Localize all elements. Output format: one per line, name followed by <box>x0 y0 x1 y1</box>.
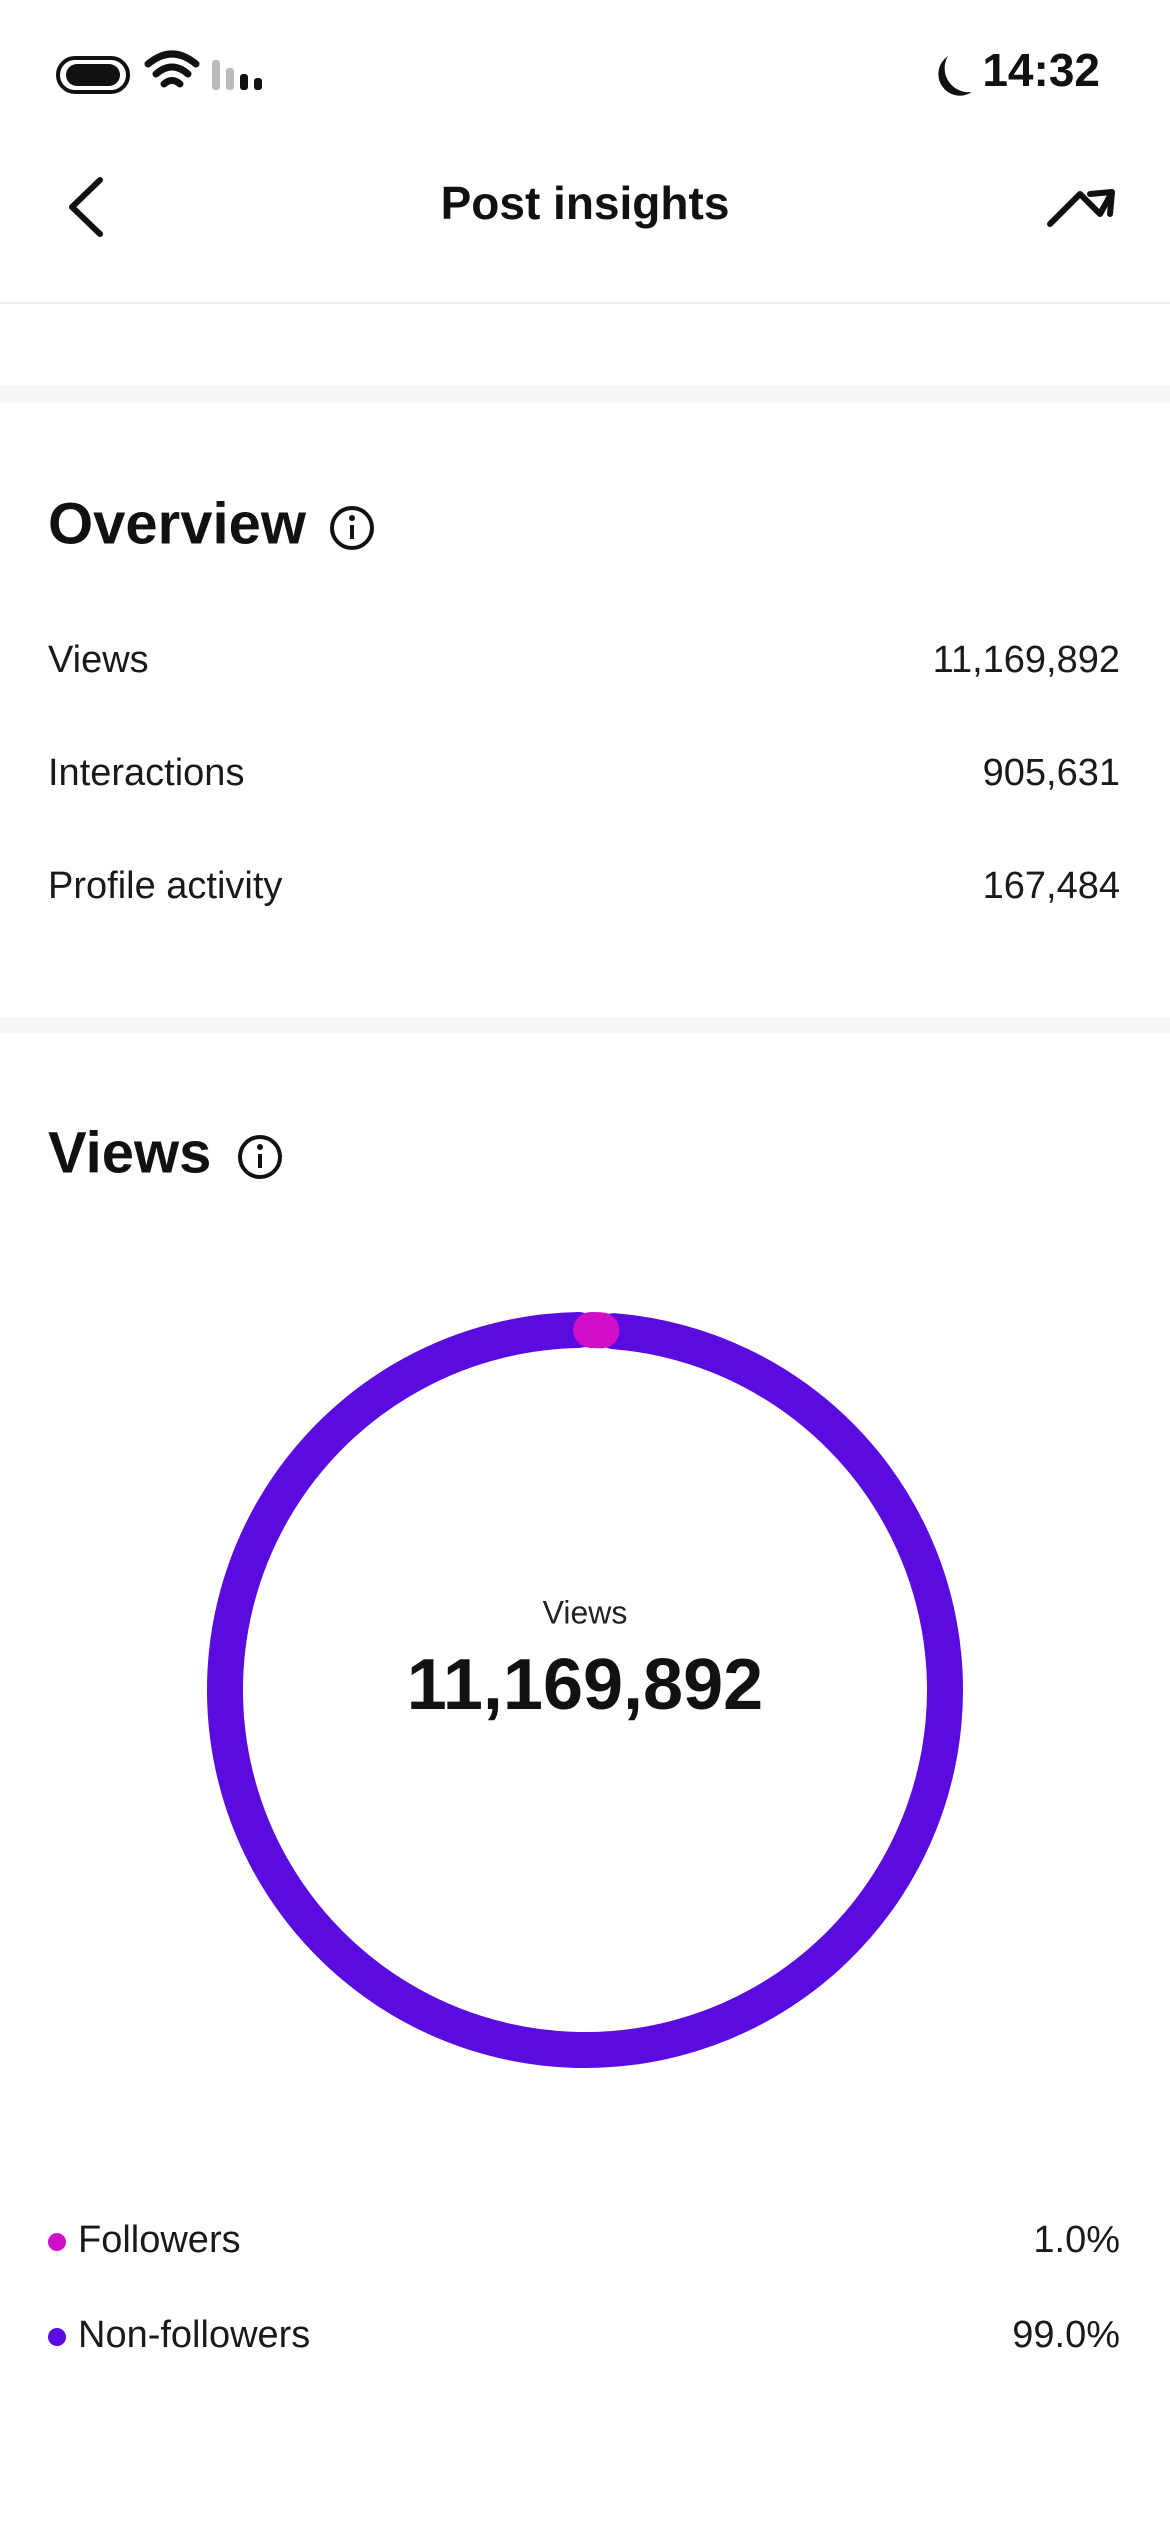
legend-value: 99.0% <box>1012 2314 1120 2356</box>
center-label: Views <box>543 1594 628 1630</box>
section-gap <box>0 1017 1170 1033</box>
section-gap <box>0 385 1170 403</box>
metric-label: Views <box>48 639 149 681</box>
header-title: Post insights <box>441 177 730 229</box>
metric-value: 905,631 <box>983 752 1120 794</box>
legend: Followers 1.0% Non-followers 99.0% <box>48 2219 1120 2356</box>
legend-value: 1.0% <box>1033 2219 1120 2261</box>
back-button[interactable] <box>72 180 100 234</box>
legend-label: Followers <box>78 2219 241 2261</box>
overview-title: Overview <box>48 491 307 556</box>
overview-rows: Views 11,169,892 Interactions 905,631 Profil… <box>48 639 1120 907</box>
trend-button[interactable] <box>1050 192 1112 224</box>
status-icons <box>58 54 972 96</box>
metric-label: Profile activity <box>48 865 282 907</box>
views-title: Views <box>48 1120 211 1185</box>
metric-label: Interactions <box>48 752 244 794</box>
legend-label: Non-followers <box>78 2314 310 2356</box>
status-time: 14:32 <box>982 44 1100 96</box>
info-icon[interactable] <box>332 508 372 548</box>
center-value: 11,169,892 <box>407 1645 763 1725</box>
metric-value: 167,484 <box>983 865 1120 907</box>
legend-dot <box>48 2328 66 2346</box>
info-icon[interactable] <box>240 1137 280 1177</box>
legend-dot <box>48 2233 66 2251</box>
metric-value: 11,169,892 <box>933 639 1120 681</box>
